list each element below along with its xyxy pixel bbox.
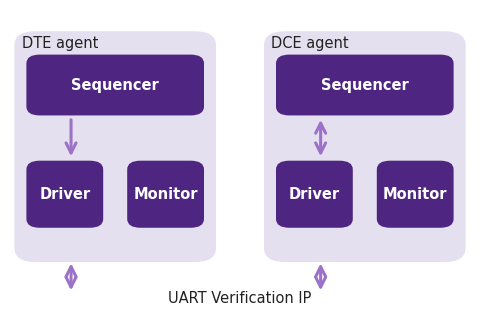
Text: Monitor: Monitor bbox=[383, 187, 447, 202]
FancyBboxPatch shape bbox=[276, 161, 353, 228]
FancyBboxPatch shape bbox=[26, 55, 204, 115]
FancyBboxPatch shape bbox=[14, 31, 216, 262]
FancyBboxPatch shape bbox=[276, 55, 454, 115]
FancyBboxPatch shape bbox=[377, 161, 454, 228]
Text: DCE agent: DCE agent bbox=[271, 36, 349, 51]
Text: Driver: Driver bbox=[39, 187, 90, 202]
Text: Sequencer: Sequencer bbox=[321, 77, 408, 93]
FancyBboxPatch shape bbox=[26, 161, 103, 228]
Text: Monitor: Monitor bbox=[133, 187, 198, 202]
Text: DTE agent: DTE agent bbox=[22, 36, 98, 51]
Text: Driver: Driver bbox=[289, 187, 340, 202]
FancyBboxPatch shape bbox=[127, 161, 204, 228]
Text: UART Verification IP: UART Verification IP bbox=[168, 291, 312, 306]
Text: Sequencer: Sequencer bbox=[72, 77, 159, 93]
FancyBboxPatch shape bbox=[264, 31, 466, 262]
